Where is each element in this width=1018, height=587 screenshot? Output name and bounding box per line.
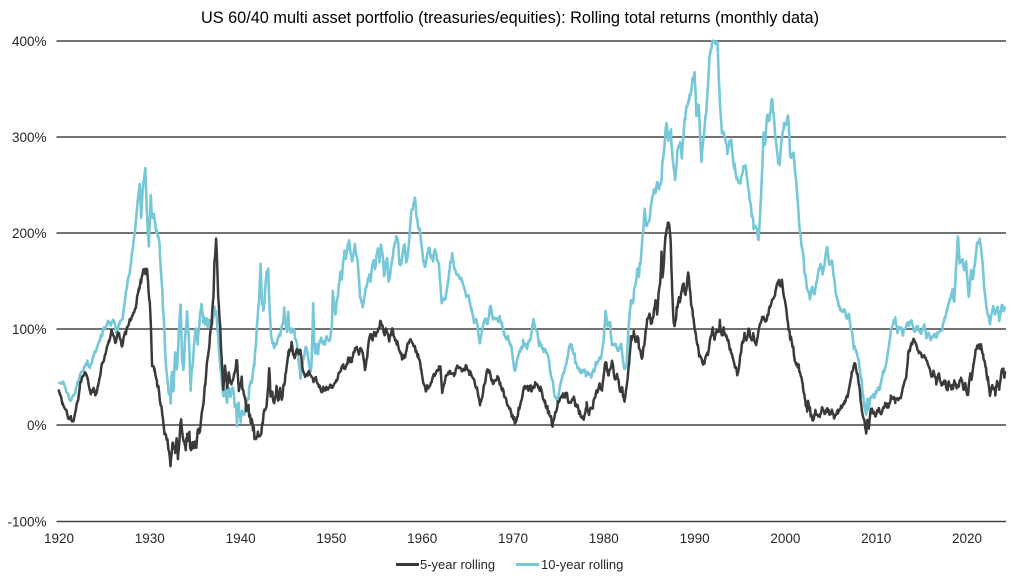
svg-text:US 60/40 multi asset portfolio: US 60/40 multi asset portfolio (treasuri…: [201, 9, 819, 27]
svg-text:1950: 1950: [316, 531, 346, 546]
svg-text:1990: 1990: [680, 531, 710, 546]
svg-text:1980: 1980: [589, 531, 619, 546]
svg-text:0%: 0%: [27, 418, 47, 433]
svg-text:1960: 1960: [407, 531, 437, 546]
svg-text:2000: 2000: [770, 531, 800, 546]
svg-text:2010: 2010: [861, 531, 891, 546]
svg-text:5-year rolling: 5-year rolling: [420, 557, 495, 572]
svg-text:400%: 400%: [12, 34, 47, 49]
svg-text:1940: 1940: [226, 531, 256, 546]
svg-text:200%: 200%: [12, 226, 47, 241]
svg-text:-100%: -100%: [7, 514, 46, 529]
svg-text:2020: 2020: [952, 531, 982, 546]
svg-text:300%: 300%: [12, 130, 47, 145]
svg-text:1970: 1970: [498, 531, 528, 546]
svg-text:1920: 1920: [44, 531, 74, 546]
svg-text:10-year rolling: 10-year rolling: [541, 557, 623, 572]
svg-text:100%: 100%: [12, 322, 47, 337]
svg-text:1930: 1930: [135, 531, 165, 546]
